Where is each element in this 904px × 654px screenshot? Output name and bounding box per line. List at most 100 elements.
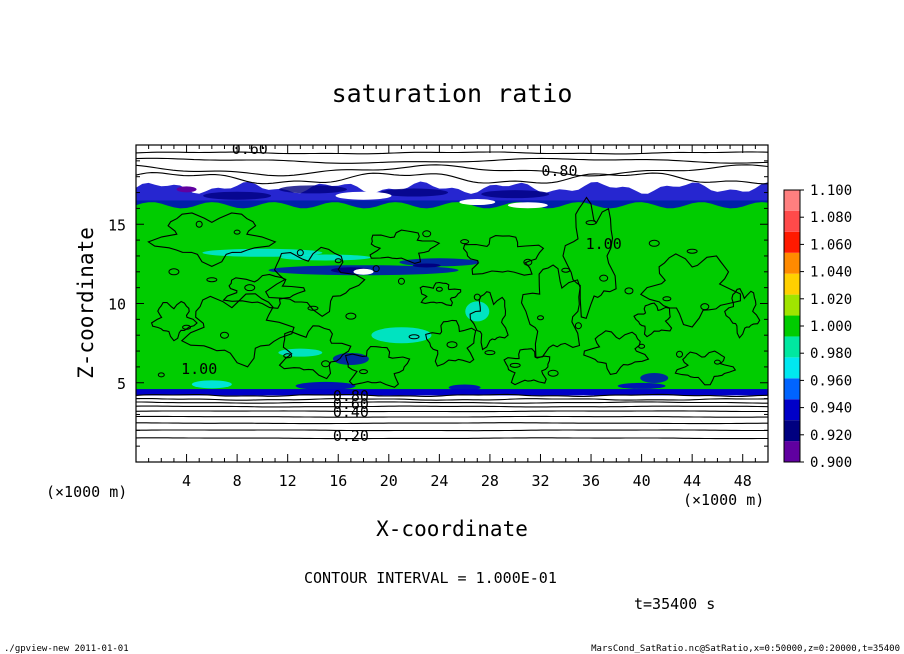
contour-line xyxy=(136,151,768,155)
colorbar-swatch xyxy=(784,399,800,421)
contour-speck xyxy=(206,277,218,283)
contour-blob xyxy=(278,325,352,380)
upper-dark-patch xyxy=(481,190,550,199)
contour-speck xyxy=(574,322,582,330)
colorbar-tick-label: 0.960 xyxy=(810,373,852,389)
upper-purple-patch xyxy=(176,186,197,193)
contour-speck xyxy=(435,286,443,292)
contour-blob xyxy=(469,291,509,351)
y-axis-ticks: 5 10 15 xyxy=(108,160,768,447)
contour-speck xyxy=(547,369,559,377)
contour-blob xyxy=(264,246,366,317)
time-text: t=35400 s xyxy=(634,595,715,613)
contour-label: 0.40 xyxy=(333,403,369,421)
clear-gap xyxy=(335,191,392,200)
colorbar-swatch xyxy=(784,210,800,232)
colorbar-swatch xyxy=(784,190,800,211)
x-tick-label: 28 xyxy=(481,472,499,490)
x-unit-label: (×1000 m) xyxy=(683,491,764,509)
colorbar-swatch xyxy=(784,378,800,400)
contour-speck xyxy=(700,303,710,311)
contour-speck xyxy=(168,268,180,276)
x-tick-label: 48 xyxy=(734,472,752,490)
contour-speck xyxy=(662,296,672,302)
contour-blob xyxy=(520,264,581,359)
colorbar-swatch xyxy=(784,357,800,379)
contour-line xyxy=(136,157,768,164)
chart-title: saturation ratio xyxy=(332,79,573,108)
contour-line xyxy=(136,415,768,418)
dark-streak xyxy=(412,263,441,268)
contour-blob xyxy=(150,300,198,342)
contour-line xyxy=(136,405,768,408)
lower-streak xyxy=(191,380,232,389)
contour-line xyxy=(136,401,768,404)
x-tick-label: 36 xyxy=(582,472,600,490)
plot-area: 0.600.800.800.600.400.201.001.00 xyxy=(136,145,768,462)
contour-blob xyxy=(369,229,441,264)
colorbar-tick-label: 0.920 xyxy=(810,428,852,444)
x-tick-label: 44 xyxy=(683,472,701,490)
contour-speck xyxy=(648,239,660,247)
contour-speck xyxy=(321,360,331,368)
contour-speck xyxy=(561,267,571,273)
contour-speck xyxy=(195,220,203,228)
contour-line xyxy=(136,422,768,425)
contour-speck xyxy=(157,372,165,378)
subsaturated-streak xyxy=(278,348,323,357)
contour-speck xyxy=(283,353,293,359)
contour-speck xyxy=(473,293,481,301)
contour-speck xyxy=(397,277,405,285)
y-tick-label: 5 xyxy=(117,375,126,393)
upper-dark-patch xyxy=(203,191,272,200)
x-tick-label: 4 xyxy=(182,472,191,490)
colorbar-tick-label: 1.000 xyxy=(810,319,852,335)
x-tick-label: 12 xyxy=(279,472,297,490)
contour-speck xyxy=(408,334,420,340)
contour-speck xyxy=(523,258,533,266)
contour-speck xyxy=(359,369,369,375)
clear-gap xyxy=(507,202,548,209)
footer-right: MarsCond_SatRatio.nc@SatRatio,x=0:50000,… xyxy=(591,644,900,654)
contour-blob xyxy=(503,348,551,386)
contour-speck xyxy=(624,287,634,295)
colorbar-tick-label: 1.080 xyxy=(810,210,852,226)
colorbar-tick-label: 1.100 xyxy=(810,183,852,199)
contour-speck xyxy=(334,258,342,264)
contour-speck xyxy=(484,350,496,356)
upper-subsaturated-layer xyxy=(136,181,768,209)
y-unit-label: (×1000 m) xyxy=(46,483,127,501)
colorbar-tick-label: 1.040 xyxy=(810,265,852,281)
contour-blob xyxy=(583,330,650,376)
contour-speck xyxy=(219,331,229,339)
contour-speck xyxy=(345,312,357,320)
x-axis-ticks: 4 8 12 16 20 24 28 32 36 40 44 48 xyxy=(148,145,756,490)
y-tick-label: 15 xyxy=(108,216,126,234)
subsaturated-streak xyxy=(371,327,432,344)
contour-lines xyxy=(136,151,768,440)
contour-blob xyxy=(425,319,477,367)
colorbar-swatch xyxy=(784,252,800,274)
colorbar-swatch xyxy=(784,231,800,253)
contour-speck xyxy=(536,315,544,321)
x-tick-label: 20 xyxy=(380,472,398,490)
contour-speck xyxy=(686,248,698,254)
contour-speck xyxy=(296,249,304,257)
contour-blob xyxy=(345,345,411,388)
contour-label: 1.00 xyxy=(586,235,622,253)
lower-streak xyxy=(448,384,481,391)
colorbar-tick-label: 1.060 xyxy=(810,237,852,253)
contour-interval-text: CONTOUR INTERVAL = 1.000E-01 xyxy=(304,569,557,587)
contour-line xyxy=(136,393,768,398)
clear-gap xyxy=(459,199,496,206)
contour-blob xyxy=(633,302,673,338)
contour-speck xyxy=(372,265,380,273)
upper-dark-patch xyxy=(278,185,347,194)
x-tick-label: 8 xyxy=(233,472,242,490)
contour-speck xyxy=(638,343,646,349)
colorbar-swatch xyxy=(784,420,800,442)
contour-speck xyxy=(509,362,521,368)
x-tick-label: 40 xyxy=(633,472,651,490)
contour-speck xyxy=(422,230,432,238)
